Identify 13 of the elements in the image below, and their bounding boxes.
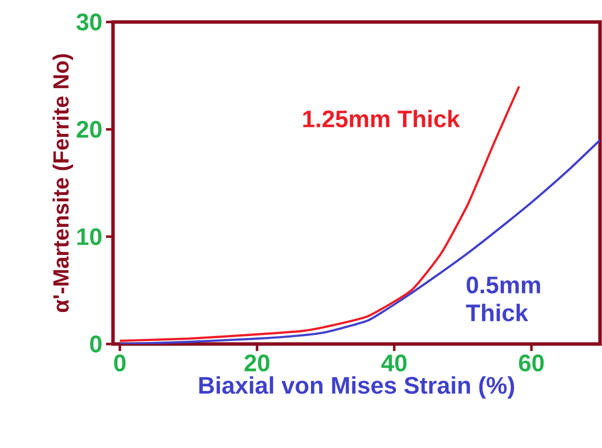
x-tick-label: 20 xyxy=(244,354,270,372)
x-tick-label: 0 xyxy=(114,354,126,372)
y-tick-label: 30 xyxy=(76,14,102,30)
series-label: 1.25mm Thick xyxy=(303,110,460,128)
y-tick-label: 20 xyxy=(76,120,102,138)
series-label: 0.5mm Thick xyxy=(466,276,540,322)
line-series xyxy=(118,138,600,344)
x-axis-title: Biaxial von Mises Strain (%) xyxy=(199,376,514,399)
y-tick-label: 10 xyxy=(77,228,102,246)
x-tick-label: 60 xyxy=(518,354,544,372)
x-tick-label: 40 xyxy=(381,354,407,372)
y-axis-title: α'-Martensite (Ferrite No) xyxy=(52,54,74,312)
y-tick-label: 0 xyxy=(90,336,102,352)
